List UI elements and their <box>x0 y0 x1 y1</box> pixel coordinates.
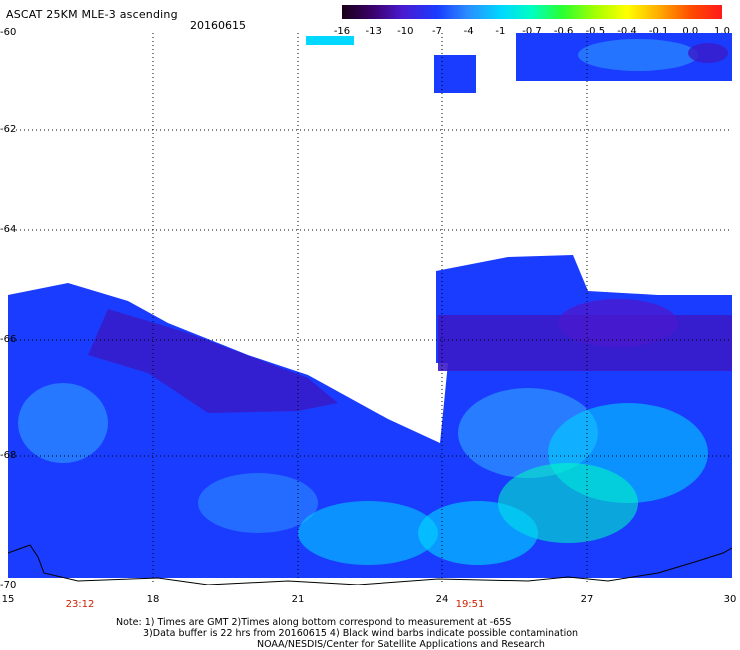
data-patch-top-center <box>434 55 476 93</box>
colorbar-tick-label: 1.0 <box>714 26 730 37</box>
lat-label: -64 <box>0 224 17 235</box>
lon-label: 18 <box>146 594 160 605</box>
colorbar-tick-label: -16 <box>333 26 351 37</box>
lat-label: -70 <box>0 580 17 591</box>
lon-label: 24 <box>435 594 449 605</box>
colorbar-tick-label: -4 <box>463 26 474 37</box>
note-line-3: NOAA/NESDIS/Center for Satellite Applica… <box>257 639 545 650</box>
map-plot <box>8 33 732 585</box>
lat-label: -60 <box>0 27 17 38</box>
map-date: 20160615 <box>190 19 246 32</box>
colorbar-tick-label: -13 <box>365 26 382 37</box>
map-title: ASCAT 25KM MLE-3 ascending <box>6 8 178 21</box>
colorbar-tick-label: -0.6 <box>553 26 574 37</box>
colorbar-tick-label: 0.0 <box>682 26 699 37</box>
data-patch-left-purple <box>88 309 338 413</box>
lat-label: -62 <box>0 124 17 135</box>
lon-label: 21 <box>291 594 305 605</box>
note-line-1: Note: 1) Times are GMT 2)Times along bot… <box>116 617 512 628</box>
lon-label: 15 <box>1 594 15 605</box>
lat-label: -66 <box>0 334 17 345</box>
data-patch-top-strip <box>306 36 354 45</box>
colorbar-tick-label: -0.4 <box>617 26 637 37</box>
lon-label: 30 <box>723 594 737 605</box>
grid <box>8 33 732 585</box>
note-line-2: 3)Data buffer is 22 hrs from 20160615 4)… <box>143 628 579 639</box>
colorbar-tick-label: -10 <box>397 26 414 37</box>
colorbar-tick-label: -0.7 <box>522 26 542 37</box>
time-label: 19:51 <box>455 599 485 610</box>
colorbar-tick-label: -0.5 <box>585 26 606 37</box>
colorbar-tick-label: -0.1 <box>648 26 669 37</box>
colorbar <box>342 5 722 19</box>
lon-label: 27 <box>580 594 594 605</box>
colorbar-tick-label: -1 <box>495 26 506 37</box>
lat-label: -68 <box>0 450 17 461</box>
colorbar-tick-label: -7 <box>432 26 442 37</box>
time-label: 23:12 <box>65 599 95 610</box>
coastline <box>8 544 732 585</box>
